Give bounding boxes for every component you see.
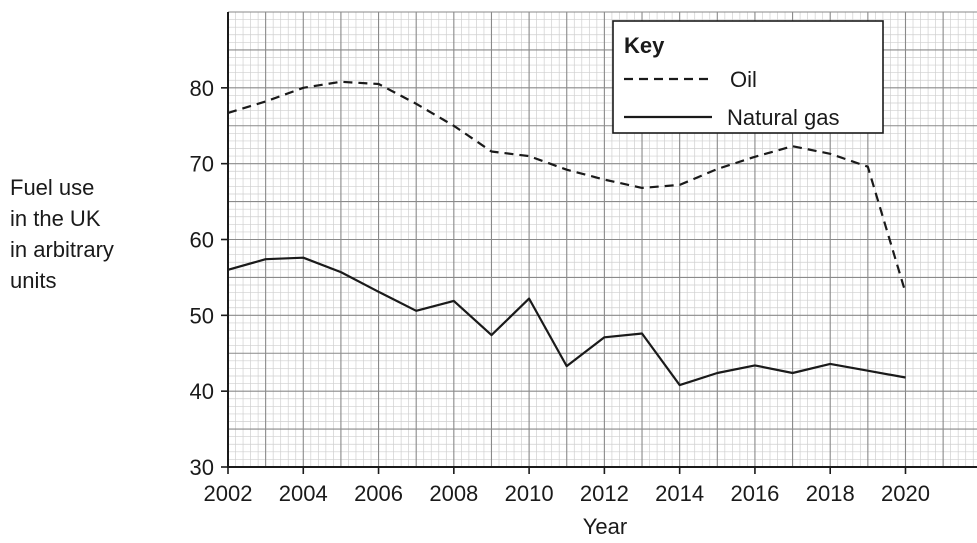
y-tick-label: 30 [190,455,214,480]
legend-oil-label: Oil [730,67,757,92]
series-layer [227,80,907,387]
y-tick-label: 40 [190,379,214,404]
x-tick-label: 2014 [655,481,704,506]
x-tick-label: 2002 [204,481,253,506]
axes-layer [221,12,977,474]
y-tick-label: 80 [190,76,214,101]
x-tick-label: 2004 [279,481,328,506]
y-tick-label: 70 [190,152,214,177]
x-tick-label: 2012 [580,481,629,506]
x-tick-labels: 2002 2004 2006 2008 2010 2012 2014 2016 2018 2020 [204,481,930,506]
y-axis-title-line: Fuel use [10,175,95,200]
y-axis-title: Fuel use in the UK in arbitrary units [10,172,160,296]
series-line-natural-gas [227,256,906,387]
legend-box [612,20,884,134]
y-axis-title-line: units [10,268,57,293]
x-tick-label: 2010 [505,481,554,506]
x-tick-label: 2018 [806,481,855,506]
legend-gas-label: Natural gas [727,105,840,130]
x-tick-label: 2020 [881,481,930,506]
y-tick-label: 50 [190,303,214,328]
y-axis-title-line: in the UK [10,206,101,231]
x-tick-label: 2016 [730,481,779,506]
y-tick-label: 60 [190,228,214,253]
x-axis-title: Year [583,514,627,539]
series-line-oil [227,80,907,293]
x-tick-label: 2008 [429,481,478,506]
legend-title: Key [624,33,665,58]
x-tick-label: 2006 [354,481,403,506]
legend: Key Oil Natural gas [612,20,884,134]
y-axis-title-line: in arbitrary [10,237,114,262]
y-tick-labels: 30 40 50 60 70 80 [190,76,214,480]
